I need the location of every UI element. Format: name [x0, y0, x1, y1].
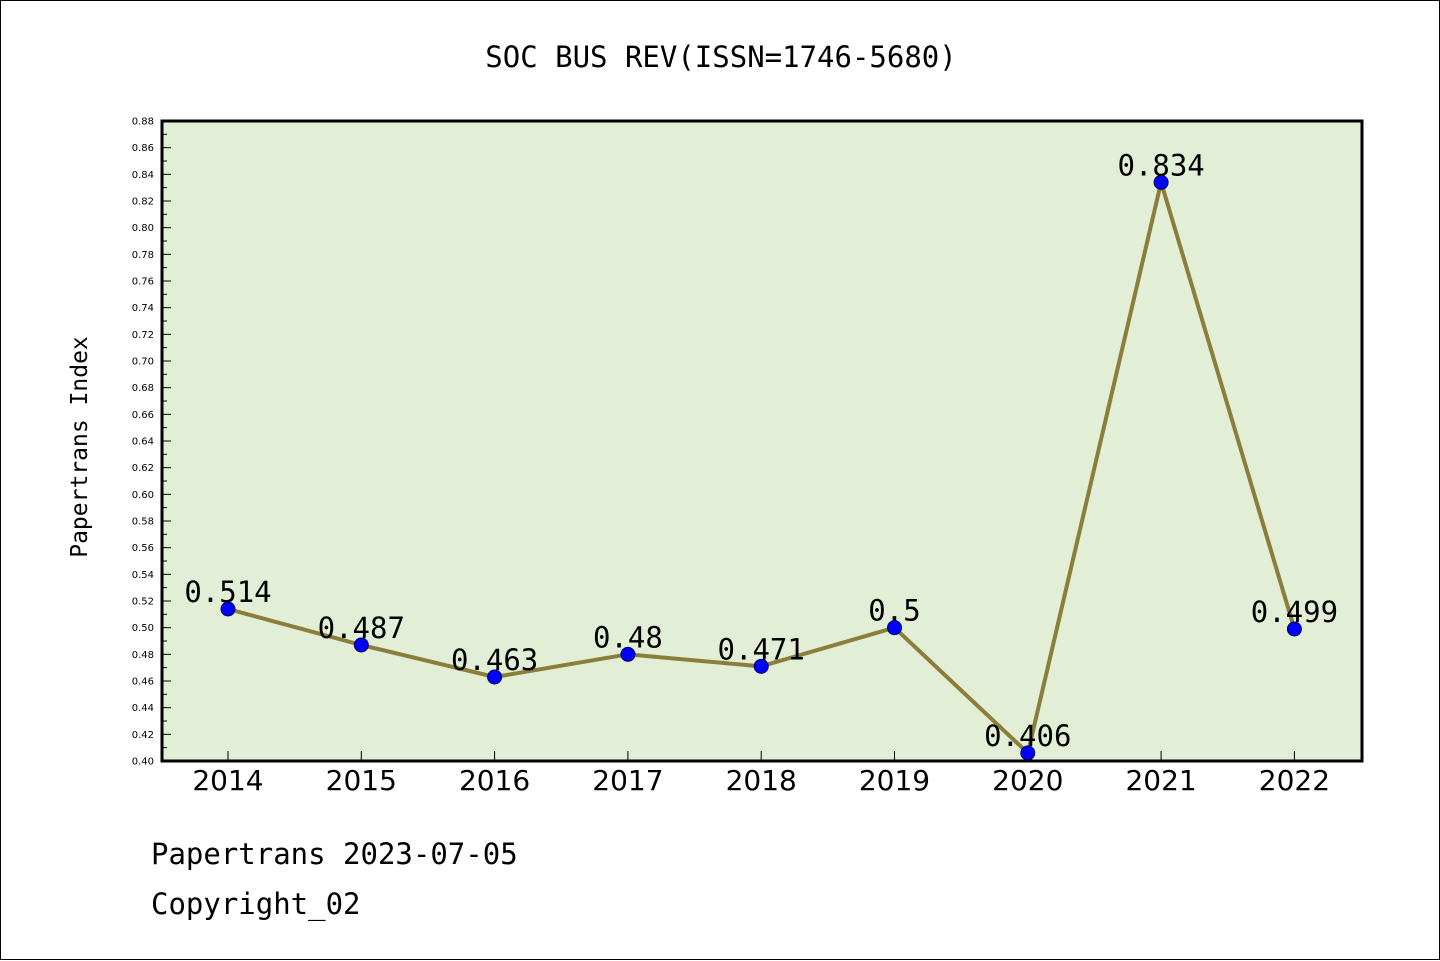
footer-copyright-text: Copyright_02: [151, 887, 361, 921]
y-tick-label: 0.76: [132, 277, 154, 288]
y-tick-label: 0.40: [132, 757, 154, 768]
x-tick-label: 2020: [992, 764, 1063, 797]
y-tick-label: 0.84: [132, 170, 154, 181]
y-axis-label: Papertrans Index: [67, 336, 93, 558]
y-tick-label: 0.54: [132, 570, 154, 581]
x-tick-label: 2017: [592, 764, 663, 797]
plot-border: [160, 119, 1364, 763]
x-tick-label: 2022: [1259, 764, 1330, 797]
data-label: 0.487: [318, 611, 405, 645]
y-tick-label: 0.78: [132, 250, 154, 261]
y-tick-label: 0.42: [132, 730, 154, 741]
data-label: 0.406: [984, 719, 1071, 753]
data-point: [220, 601, 236, 617]
data-point: [887, 620, 902, 636]
data-label: 0.463: [451, 643, 538, 677]
data-label: 0.471: [718, 632, 805, 666]
y-tick-label: 0.60: [132, 490, 154, 501]
y-tick-label: 0.68: [132, 383, 154, 394]
y-tick-label: 0.70: [132, 357, 154, 368]
y-tick-label: 0.44: [132, 703, 154, 714]
y-tick-label: 0.72: [132, 330, 154, 341]
data-point: [1153, 174, 1169, 190]
x-tick-label: 2015: [326, 764, 397, 797]
x-tick-label: 2014: [192, 764, 263, 797]
data-point: [753, 658, 769, 674]
data-label: 0.5: [868, 594, 920, 628]
y-tick-label: 0.80: [132, 223, 154, 234]
y-tick-label: 0.88: [132, 117, 154, 128]
y-tick-label: 0.64: [132, 437, 154, 448]
y-tick-label: 0.82: [132, 197, 154, 208]
data-label: 0.834: [1117, 148, 1204, 182]
y-tick-label: 0.50: [132, 623, 154, 634]
data-label: 0.499: [1251, 595, 1338, 629]
y-tick-label: 0.46: [132, 677, 154, 688]
y-tick-label: 0.62: [132, 463, 154, 474]
data-point: [1286, 621, 1302, 637]
data-point: [487, 669, 503, 685]
y-tick-label: 0.66: [132, 410, 154, 421]
footer-date-text: Papertrans 2023-07-05: [151, 837, 518, 871]
y-tick-label: 0.48: [132, 650, 154, 661]
y-tick-label: 0.86: [132, 143, 154, 154]
data-point: [353, 637, 369, 653]
x-tick-label: 2018: [726, 764, 797, 797]
data-point: [620, 646, 636, 662]
y-tick-label: 0.56: [132, 543, 154, 554]
data-label: 0.48: [593, 620, 663, 654]
chart-title: SOC BUS REV(ISSN=1746-5680): [485, 40, 956, 74]
y-tick-label: 0.58: [132, 517, 154, 528]
y-tick-label: 0.74: [132, 303, 154, 314]
x-tick-label: 2019: [859, 764, 930, 797]
x-tick-label: 2016: [459, 764, 530, 797]
data-label: 0.514: [184, 575, 271, 609]
y-tick-label: 0.52: [132, 597, 154, 608]
plot-area: [162, 121, 1362, 761]
x-tick-label: 2021: [1125, 764, 1196, 797]
